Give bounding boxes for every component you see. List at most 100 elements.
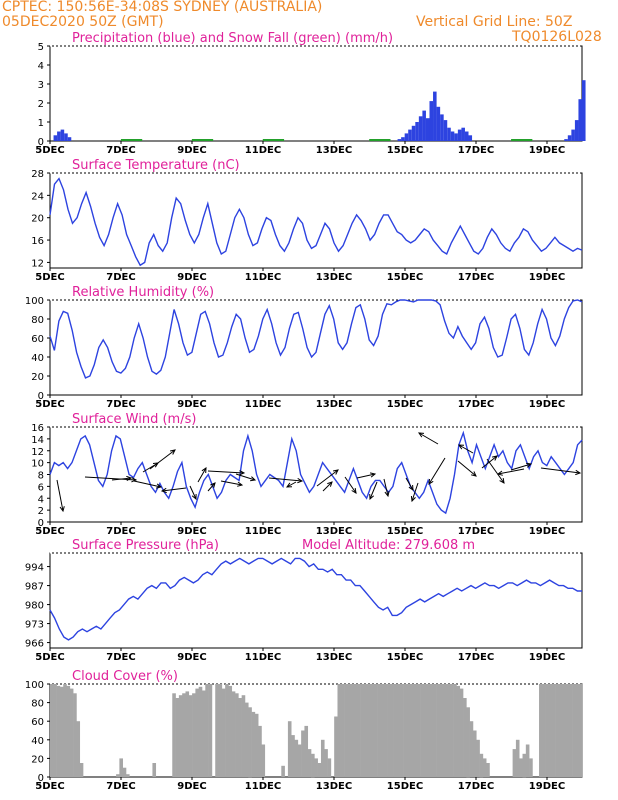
temp-ytick-label: 16 <box>31 236 44 247</box>
cloud-bar <box>568 684 573 777</box>
wind-vector <box>207 470 245 474</box>
cloud-bar <box>472 730 477 777</box>
wind-vector <box>322 481 333 492</box>
wind-vector <box>411 482 419 502</box>
precip-bar <box>60 129 65 141</box>
wind-vector-head <box>170 449 176 455</box>
cloud-bar <box>360 684 365 777</box>
pressure-xtick-label: 7DEC <box>106 652 135 663</box>
cloud-bar <box>344 684 348 777</box>
pressure-subtitle: Model Altitude: 279.608 m <box>302 538 475 553</box>
cloud-bar <box>436 684 441 777</box>
precip-bar <box>578 99 582 141</box>
snow-bar <box>191 139 214 141</box>
wind-vector-head <box>155 483 163 489</box>
precip-xtick-label: 15DEC <box>387 145 423 156</box>
precip-bar <box>411 125 416 141</box>
wind-vector-head <box>408 484 414 492</box>
cloud-bar <box>122 767 127 777</box>
wind-vector <box>197 467 207 483</box>
cloud-bar <box>552 684 556 777</box>
snow-bar <box>511 139 533 141</box>
cloud-bar <box>172 693 176 777</box>
precip-bar <box>582 80 586 141</box>
rh-xtick-label: 19DEC <box>529 399 565 410</box>
precip-bar <box>425 118 430 141</box>
cloud-ytick-label: 80 <box>31 699 44 710</box>
header-code: TQ0126L028 <box>512 29 602 45</box>
wind-xtick-label: 11DEC <box>245 526 281 537</box>
cloud-ytick-label: 40 <box>31 736 44 747</box>
pressure-ytick-label: 987 <box>25 582 44 593</box>
wind-xtick-label: 15DEC <box>387 526 423 537</box>
temp-xtick-label: 17DEC <box>458 272 494 283</box>
cloud-bar <box>311 753 315 778</box>
cloud-bar <box>354 684 358 777</box>
wind-ytick-label: 12 <box>31 447 44 458</box>
cloud-ytick-label: 20 <box>31 754 44 765</box>
precip-bar <box>440 114 444 141</box>
snow-bar <box>120 139 143 141</box>
cloud-bar <box>195 688 199 777</box>
precip-bar <box>408 129 412 141</box>
precip-ytick-label: 2 <box>38 99 44 110</box>
header-location: CPTEC: 150:56E-34:08S SYDNEY (AUSTRALIA) <box>2 0 323 15</box>
precip-bar <box>57 131 61 141</box>
cloud-bar <box>542 684 546 777</box>
wind-xtick-label: 19DEC <box>529 526 565 537</box>
wind-vector <box>316 469 339 487</box>
cloud-xtick-label: 9DEC <box>177 781 206 792</box>
cloud-bar <box>515 739 520 777</box>
wind-vector <box>383 478 389 497</box>
cloud-bar <box>393 684 398 777</box>
rh-xtick-label: 17DEC <box>458 399 494 410</box>
cloud-bar <box>548 684 553 777</box>
wind-ytick-label: 14 <box>31 435 44 446</box>
cloud-bar <box>347 684 351 777</box>
precip-xtick-label: 17DEC <box>458 145 494 156</box>
cloud-bar <box>512 749 517 777</box>
cloud-bar <box>231 691 236 777</box>
cloud-bar <box>449 684 454 777</box>
cloud-bar <box>126 774 130 777</box>
wind-vector <box>369 481 378 500</box>
cloud-bar <box>119 758 123 777</box>
cloud-bar <box>281 765 285 777</box>
wind-ytick-label: 6 <box>38 482 44 493</box>
wind-vector-head <box>59 506 65 513</box>
precip-bar <box>450 131 455 141</box>
precip-bar <box>564 139 568 141</box>
precip-bar <box>468 135 473 141</box>
wind-vector-head <box>237 481 244 487</box>
pressure-series-line <box>49 557 582 641</box>
snow-bar <box>262 139 285 141</box>
wind-vector-head <box>428 478 434 485</box>
wind-vector-head <box>369 493 375 501</box>
wind-vector-head <box>496 470 503 476</box>
cloud-bar <box>400 684 404 777</box>
cloud-bar <box>439 684 444 777</box>
cloud-bar <box>297 744 302 777</box>
wind-xtick-label: 13DEC <box>316 526 352 537</box>
wind-vector <box>418 432 439 445</box>
cloud-bar <box>350 684 355 777</box>
cloud-bar <box>486 763 490 777</box>
wind-vector <box>56 479 64 512</box>
cloud-bar <box>539 684 543 777</box>
rh-ytick-label: 40 <box>31 353 44 364</box>
cloud-bar <box>482 758 487 777</box>
cloud-bar <box>476 739 480 777</box>
cloud-bar <box>221 688 226 777</box>
cloud-bar <box>522 753 527 778</box>
cloud-bar <box>380 684 385 777</box>
rh-ytick-label: 60 <box>31 334 44 345</box>
cloud-bar <box>241 695 246 777</box>
wind-vector-head <box>384 490 390 498</box>
wind-vector-head <box>526 462 533 468</box>
cloud-bar <box>363 684 368 777</box>
header-datetime: 05DEC2020 50Z (GMT) <box>2 14 164 30</box>
cloud-bar <box>453 684 457 777</box>
cloud-bar <box>251 711 256 777</box>
rh-xtick-label: 13DEC <box>316 399 352 410</box>
